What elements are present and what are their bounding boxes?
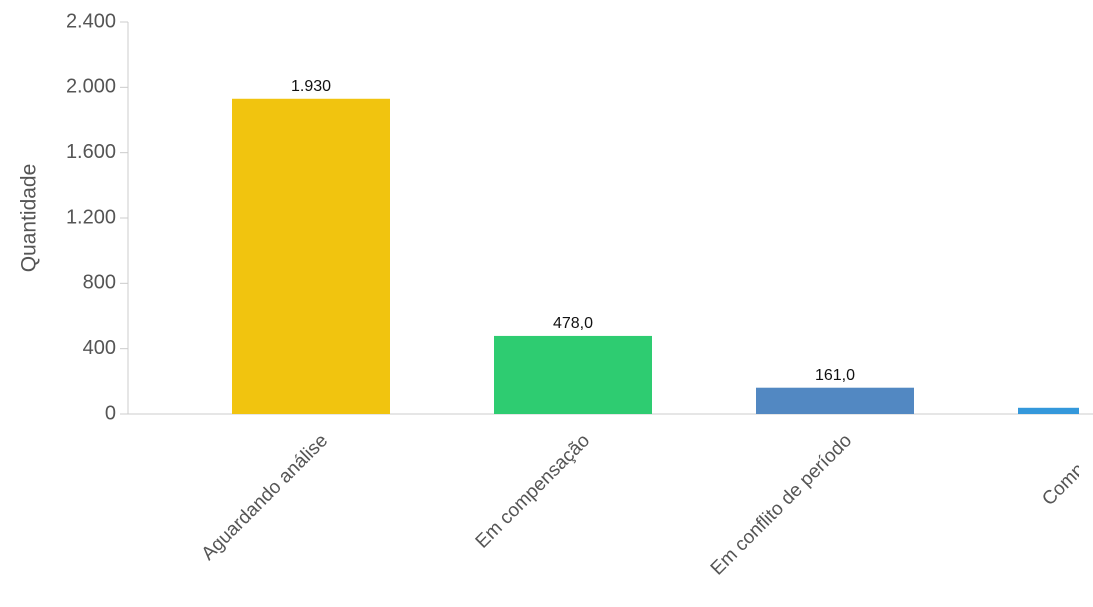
y-tick-label: 1.200 <box>66 206 116 228</box>
value-label: 1.930 <box>291 78 331 95</box>
value-label: 478,0 <box>553 315 593 332</box>
y-tick-label: 1.600 <box>66 141 116 163</box>
x-tick-label: Aguardando análise <box>198 430 332 564</box>
y-tick-label: 0 <box>105 402 116 424</box>
y-axis-title: Quantidade <box>18 164 41 273</box>
bar <box>232 98 390 415</box>
value-label: 38,0 <box>1081 387 1093 404</box>
x-tick-label: Em conflito de período <box>707 430 856 579</box>
bar <box>1018 407 1079 414</box>
y-tick-label: 400 <box>83 337 116 359</box>
x-tick-label: Compensa <box>1038 430 1093 510</box>
value-label: 161,0 <box>815 367 855 384</box>
plot: 1.930 Aguardando análise 478,0 Em compensaç… <box>198 78 1093 580</box>
bar <box>756 387 914 414</box>
y-tick-label: 800 <box>83 272 116 294</box>
y-tick-label: 2.400 <box>66 10 116 32</box>
x-tick-label: Em compensação <box>472 430 594 552</box>
y-tick-label: 2.000 <box>66 76 116 98</box>
bar <box>494 335 652 414</box>
